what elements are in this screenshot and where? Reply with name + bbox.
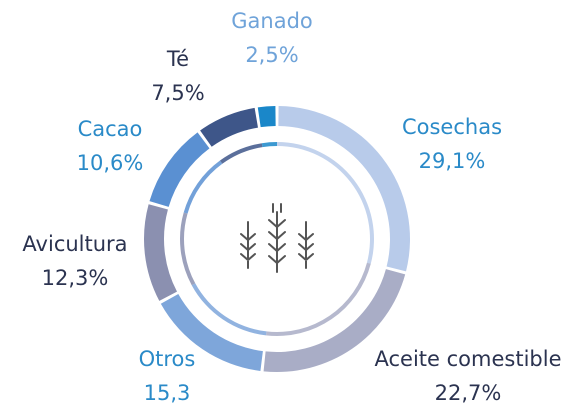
segment-name: Té [166, 47, 189, 71]
segment-value: 29,1% [419, 149, 486, 173]
donut-segment [257, 106, 276, 128]
segment-name: Ganado [231, 9, 313, 33]
donut-segment [160, 294, 263, 371]
segment-name: Avicultura [22, 232, 127, 256]
donut-segment [200, 107, 258, 147]
donut-segment [149, 132, 210, 207]
segment-name: Aceite comestible [375, 347, 562, 371]
inner-ring-segment [261, 142, 277, 148]
wheat-icon [240, 203, 314, 273]
donut-segment [144, 204, 177, 301]
inner-ring-segment [219, 143, 263, 164]
segment-value: 10,6% [77, 151, 144, 175]
donut-segment [278, 106, 410, 272]
segment-value: 12,3% [42, 266, 109, 290]
segment-value: 15,3 [144, 381, 191, 405]
segment-name: Otros [139, 347, 196, 371]
segment-value: 2,5% [245, 43, 298, 67]
segment-name: Cosechas [402, 115, 502, 139]
inner-ring-segment [180, 212, 196, 286]
donut-segment [263, 269, 406, 372]
inner-ring-segment [266, 262, 371, 336]
segment-name: Cacao [78, 117, 143, 141]
inner-ring-segment [183, 160, 223, 214]
segment-value: 22,7% [435, 381, 502, 405]
segment-value: 7,5% [151, 81, 204, 105]
